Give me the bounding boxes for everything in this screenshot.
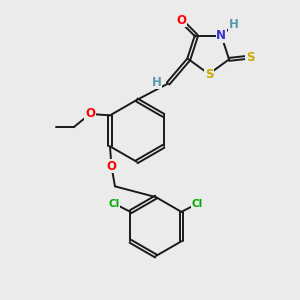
Text: S: S <box>246 50 254 64</box>
Text: O: O <box>85 107 95 120</box>
Text: O: O <box>106 160 116 173</box>
Text: Cl: Cl <box>192 199 203 208</box>
Text: Cl: Cl <box>109 199 120 208</box>
Text: H: H <box>152 76 162 88</box>
Text: O: O <box>176 14 186 27</box>
Text: N: N <box>216 29 226 42</box>
Text: S: S <box>205 68 213 80</box>
Text: H: H <box>229 18 239 31</box>
